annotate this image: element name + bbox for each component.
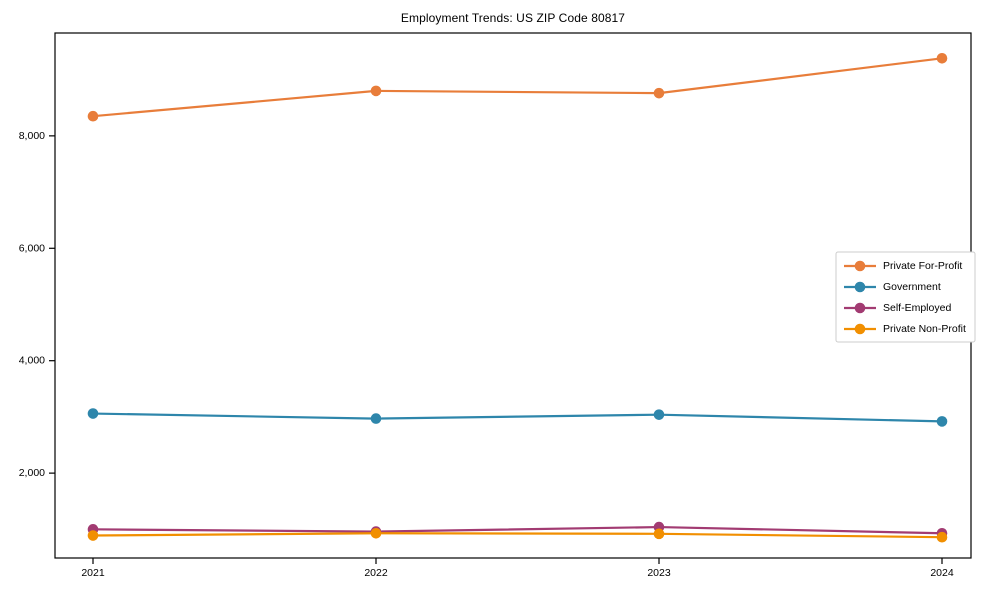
- legend-box: [835, 251, 976, 343]
- legend-marker: [854, 260, 866, 272]
- y-tick-label: 6,000: [19, 242, 45, 254]
- data-point-private-non-profit: [653, 528, 665, 540]
- data-point-private-for-profit: [936, 52, 948, 64]
- data-point-private-non-profit: [370, 527, 382, 539]
- data-point-government: [936, 416, 948, 427]
- y-tick-label: 8,000: [19, 130, 45, 142]
- x-tick-label: 2024: [930, 567, 954, 579]
- data-point-government: [87, 408, 99, 419]
- x-tick-label: 2023: [647, 567, 671, 579]
- data-point-private-non-profit: [936, 531, 948, 543]
- y-tick-label: 2,000: [19, 467, 45, 479]
- legend-label: Self-Employed: [883, 302, 951, 314]
- data-point-private-for-profit: [87, 110, 99, 122]
- series-line-private-for-profit: [92, 57, 943, 118]
- y-tick-label: 4,000: [19, 355, 45, 367]
- legend-marker: [854, 281, 866, 293]
- series-line-self-employed: [92, 525, 943, 535]
- data-point-private-for-profit: [370, 85, 382, 97]
- series-line-private-non-profit: [92, 532, 943, 539]
- data-point-government: [370, 413, 382, 424]
- legend-label: Private Non-Profit: [883, 323, 966, 335]
- x-tick-label: 2021: [81, 567, 105, 579]
- series-line-government: [92, 412, 943, 423]
- plot-border: [54, 32, 972, 559]
- legend-marker: [854, 302, 866, 314]
- legend-marker: [854, 323, 866, 335]
- data-point-private-non-profit: [87, 530, 99, 541]
- data-point-government: [653, 409, 665, 420]
- x-tick-label: 2022: [364, 567, 388, 579]
- data-point-private-for-profit: [653, 87, 665, 99]
- legend-label: Private For-Profit: [883, 260, 962, 272]
- legend-label: Government: [883, 281, 941, 293]
- chart-title: Employment Trends: US ZIP Code 80817: [400, 11, 626, 25]
